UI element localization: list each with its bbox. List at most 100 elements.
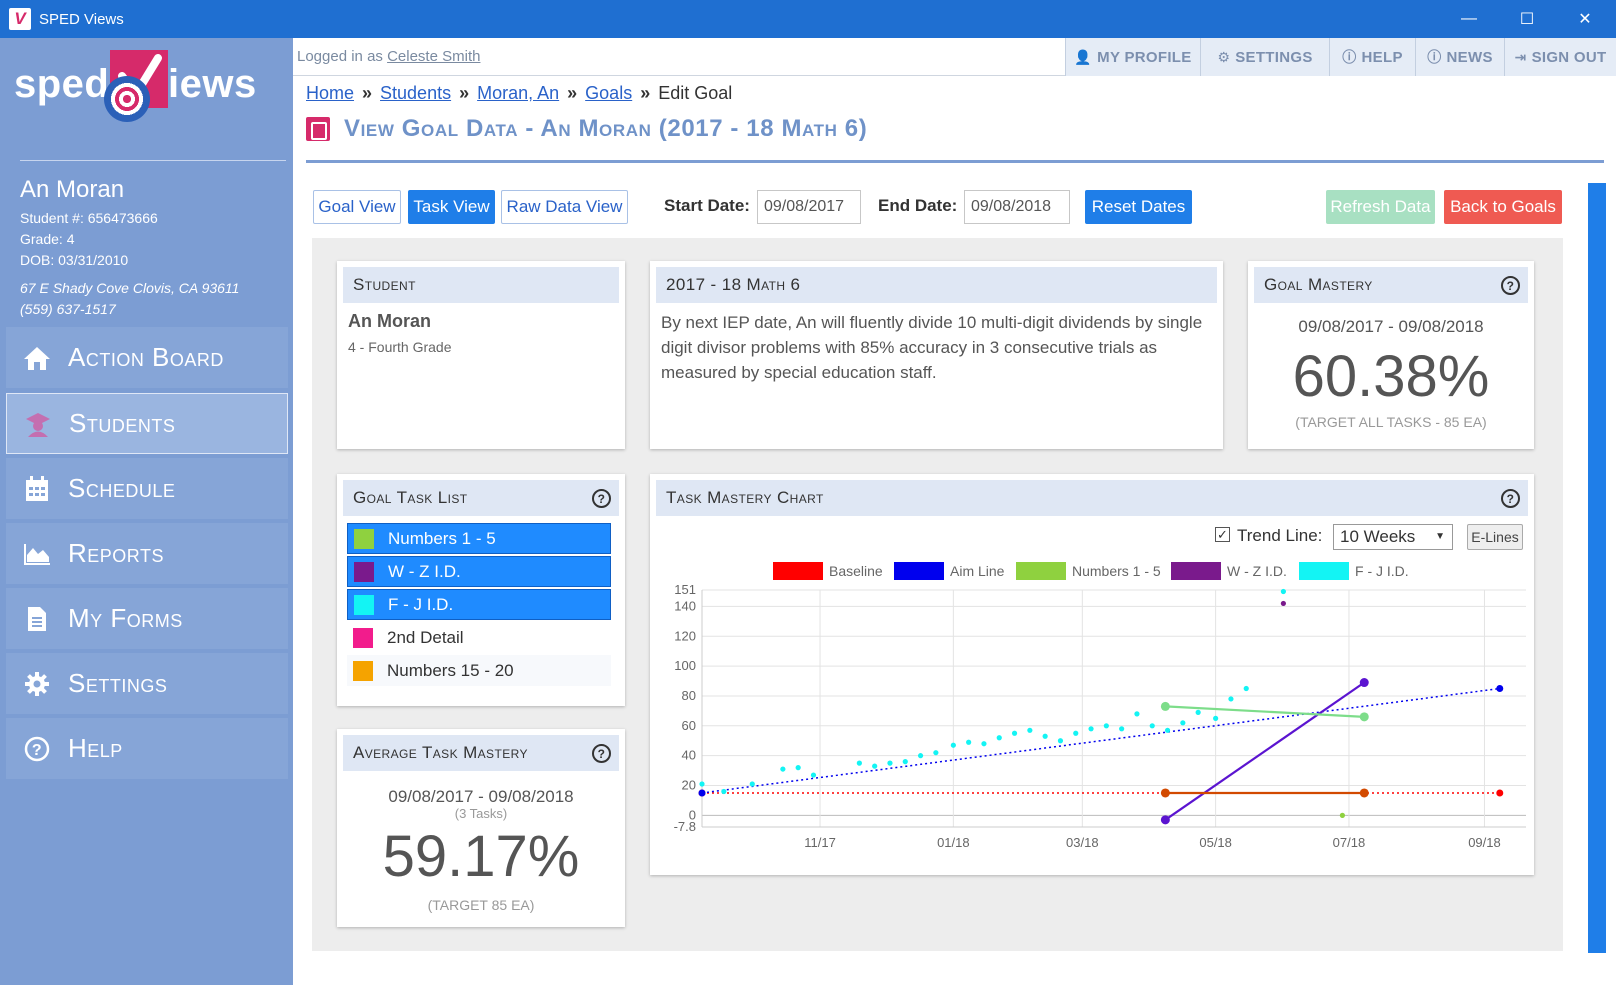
task-item-numbers-1-5[interactable]: Numbers 1 - 5 xyxy=(347,523,611,554)
breadcrumb-student[interactable]: Moran, An xyxy=(477,83,560,103)
data-point xyxy=(1213,715,1219,721)
task-item-2nd-detail[interactable]: 2nd Detail xyxy=(347,622,611,653)
e-lines-button[interactable]: E-Lines xyxy=(1467,524,1523,550)
nav-label: Students xyxy=(69,408,176,438)
back-to-goals-button[interactable]: Back to Goals xyxy=(1444,190,1562,224)
breadcrumb-students[interactable]: Students xyxy=(380,83,452,103)
y-tick-label: 100 xyxy=(674,658,696,673)
data-point xyxy=(1057,738,1064,744)
nav-my-forms[interactable]: My Forms xyxy=(6,588,288,649)
help-icon[interactable]: ? xyxy=(1501,489,1520,508)
task-label: Numbers 1 - 5 xyxy=(388,528,496,548)
nav-label: Reports xyxy=(68,538,164,568)
data-point xyxy=(795,765,801,771)
help-icon[interactable]: ? xyxy=(592,744,611,763)
task-color-swatch xyxy=(354,594,374,615)
task-mastery-chart-header: Task Mastery Chart? xyxy=(656,480,1528,516)
help-label: HELP xyxy=(1361,48,1403,66)
task-item-w-z-id[interactable]: W - Z I.D. xyxy=(347,556,611,587)
legend-aim-line[interactable]: Aim Line xyxy=(894,562,1004,580)
trend-segment xyxy=(1165,705,1365,718)
data-point xyxy=(1180,720,1186,726)
help-icon[interactable]: ? xyxy=(1501,276,1520,295)
legend-swatch xyxy=(894,562,944,580)
trend-weeks-select[interactable]: 10 Weeks ▼ xyxy=(1333,524,1453,550)
trend-endpoint xyxy=(1359,678,1369,688)
top-bar: Logged in as Celeste Smith 👤 MY PROFILE ⚙… xyxy=(293,38,1616,76)
close-button[interactable]: ✕ xyxy=(1578,11,1592,28)
data-point xyxy=(872,763,878,769)
start-date-field[interactable]: 09/08/2017 xyxy=(757,190,861,224)
help-button[interactable]: ⓘ HELP xyxy=(1329,38,1415,76)
my-profile-label: MY PROFILE xyxy=(1097,48,1192,66)
data-point xyxy=(856,760,862,766)
y-tick-label: 120 xyxy=(674,628,696,643)
x-tick-label: 01/18 xyxy=(937,835,970,850)
svg-text:?: ? xyxy=(32,742,42,759)
student-grade: Grade: 4 xyxy=(20,231,75,247)
task-color-swatch xyxy=(354,528,374,549)
page-title: View Goal Data - An Moran (2017 - 18 Mat… xyxy=(306,115,867,143)
goal-card: 2017 - 18 Math 6 By next IEP date, An wi… xyxy=(650,261,1223,449)
raw-data-view-button[interactable]: Raw Data View xyxy=(501,190,628,224)
legend-label: Baseline xyxy=(829,563,883,579)
goal-mastery-card: Goal Mastery? 09/08/2017 - 09/08/2018 60… xyxy=(1248,261,1534,449)
goal-card-header: 2017 - 18 Math 6 xyxy=(656,267,1217,303)
legend-w-z-id[interactable]: W - Z I.D. xyxy=(1171,562,1287,580)
scrollbar[interactable] xyxy=(1588,183,1606,953)
breadcrumb-goals[interactable]: Goals xyxy=(585,83,633,103)
average-task-mastery-header: Average Task Mastery? xyxy=(343,735,619,771)
nav-label: My Forms xyxy=(68,603,183,633)
my-profile-button[interactable]: 👤 MY PROFILE xyxy=(1065,38,1200,76)
y-tick-label: 0 xyxy=(689,807,696,822)
goal-task-list-card: Goal Task List? Numbers 1 - 5 W - Z I.D.… xyxy=(337,474,625,706)
end-date-field[interactable]: 09/08/2018 xyxy=(964,190,1070,224)
page-title-text: View Goal Data - An Moran (2017 - 18 Mat… xyxy=(344,115,868,142)
average-task-mastery-card: Average Task Mastery? 09/08/2017 - 09/08… xyxy=(337,729,625,927)
goal-view-button[interactable]: Goal View xyxy=(313,190,401,224)
home-icon xyxy=(22,343,52,373)
trend-weeks-value: 10 Weeks xyxy=(1340,527,1416,546)
settings-button[interactable]: ⚙ SETTINGS xyxy=(1200,38,1329,76)
trend-line-label: Trend Line: xyxy=(1237,526,1323,545)
data-point xyxy=(917,753,924,759)
trend-endpoint xyxy=(1160,701,1170,711)
trend-endpoint xyxy=(1359,788,1369,798)
trend-endpoint xyxy=(1160,788,1170,798)
news-button[interactable]: ⓘ NEWS xyxy=(1415,38,1504,76)
goal-task-list-title: Goal Task List xyxy=(353,488,468,507)
minimize-button[interactable]: — xyxy=(1461,10,1477,27)
reset-dates-button[interactable]: Reset Dates xyxy=(1085,190,1192,224)
average-mastery-range: 09/08/2017 - 09/08/2018 xyxy=(388,787,574,806)
nav-schedule[interactable]: Schedule xyxy=(6,458,288,519)
data-point xyxy=(1011,730,1018,736)
nav-label: Help xyxy=(68,733,123,763)
nav-settings[interactable]: Settings xyxy=(6,653,288,714)
task-item-numbers-15-20[interactable]: Numbers 15 - 20 xyxy=(347,655,611,686)
task-label: 2nd Detail xyxy=(387,627,464,647)
trend-line-checkbox[interactable]: ✓ xyxy=(1215,527,1230,542)
dropdown-arrow-icon: ▼ xyxy=(1435,531,1445,542)
nav-label: Action Board xyxy=(68,342,224,372)
sign-out-button[interactable]: ⇥ SIGN OUT xyxy=(1504,38,1616,76)
breadcrumb-home[interactable]: Home xyxy=(306,83,355,103)
nav-action-board[interactable]: Action Board xyxy=(6,327,288,388)
legend-numbers-1-5[interactable]: Numbers 1 - 5 xyxy=(1016,562,1161,580)
nav-help[interactable]: ? Help xyxy=(6,718,288,779)
legend-f-j-id[interactable]: F - J I.D. xyxy=(1299,562,1409,580)
help-icon[interactable]: ? xyxy=(592,489,611,508)
legend-baseline[interactable]: Baseline xyxy=(773,562,883,580)
goal-mastery-target: (TARGET ALL TASKS - 85 EA) xyxy=(1295,414,1487,430)
logged-in-label: Logged in as xyxy=(297,48,388,65)
data-point xyxy=(1228,696,1234,702)
sped-views-logo[interactable]: sped iews xyxy=(12,46,256,142)
nav-reports[interactable]: Reports xyxy=(6,523,288,584)
task-view-button[interactable]: Task View xyxy=(408,190,495,224)
refresh-data-button[interactable]: Refresh Data xyxy=(1326,190,1435,224)
task-item-f-j-id[interactable]: F - J I.D. xyxy=(347,589,611,620)
nav-students[interactable]: Students xyxy=(6,393,288,454)
task-color-swatch xyxy=(353,660,373,681)
maximize-button[interactable]: ☐ xyxy=(1519,11,1535,28)
user-link[interactable]: Celeste Smith xyxy=(387,48,481,65)
data-point xyxy=(887,760,893,766)
